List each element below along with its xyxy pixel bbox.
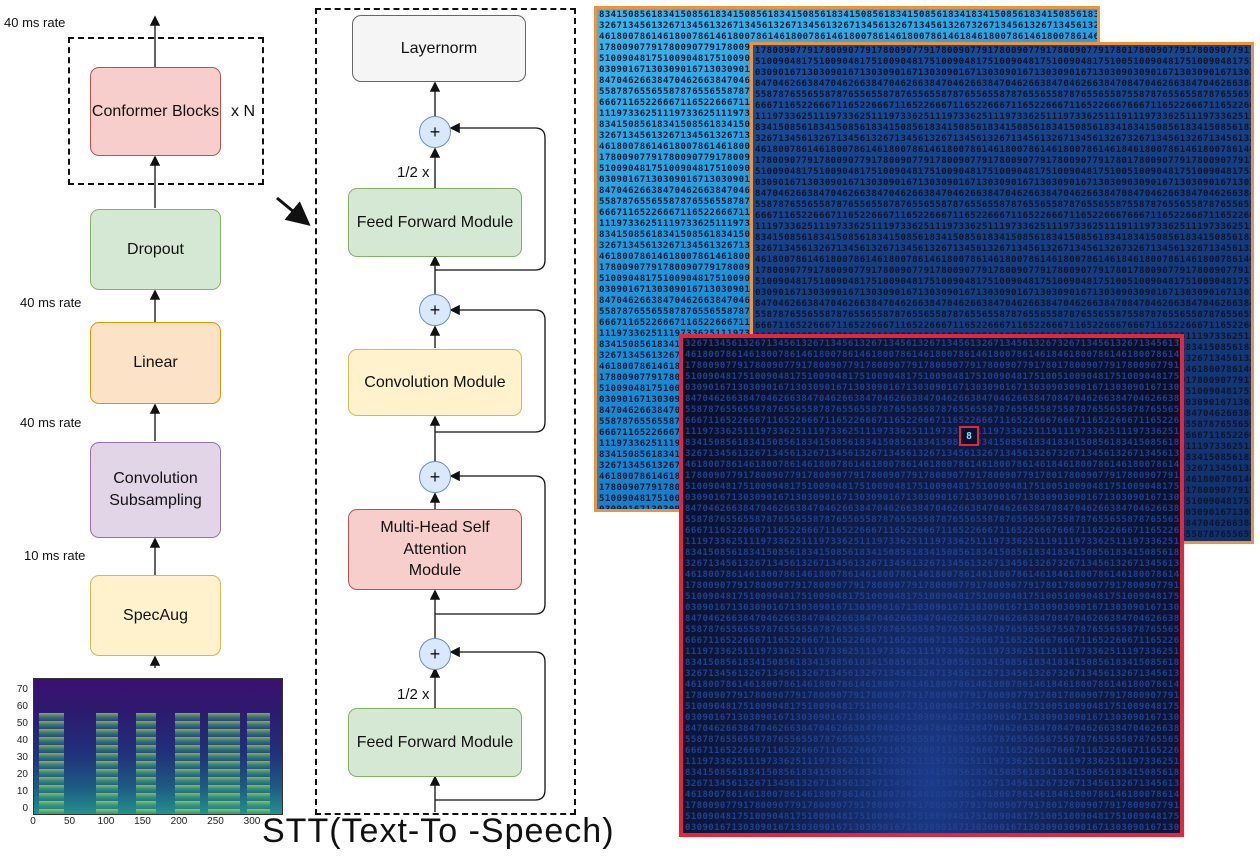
spectrogram-y-tick: 30: [16, 752, 28, 763]
residual-add-2: +: [419, 461, 451, 493]
spectrogram-y-tick: 70: [16, 684, 28, 695]
conformer-dashed-group: [68, 37, 264, 185]
half-scale-bottom-label: 1/2 x: [397, 686, 430, 703]
spectrogram-energy-band: [135, 712, 156, 814]
rate-label-subsampling: 10 ms rate: [24, 548, 86, 563]
spectrogram-energy-band: [96, 712, 119, 814]
spectrogram-x-tick: 50: [63, 816, 76, 827]
digit-panel-front-text: 3267134561326713456132671345613267134561…: [685, 339, 1180, 833]
conformer-blocks-box: Conformer Blocks: [90, 67, 221, 156]
spectrogram-y-tick: 20: [16, 769, 28, 780]
spectrogram-y-tick: 10: [16, 786, 28, 797]
spectrogram-x-tick: 300: [243, 816, 261, 827]
multi-head-self-attention-label: Multi-Head Self Attention Module: [380, 519, 490, 580]
spectrogram-energy-band: [38, 712, 64, 814]
highlight-digit-box: 8: [959, 426, 979, 446]
spectrogram-energy-band: [247, 712, 270, 814]
digit-panel-front: 3267134561326713456132671345613267134561…: [679, 334, 1184, 837]
spectrogram-x-tick: 150: [134, 816, 151, 827]
rate-label-linear: 40 ms rate: [20, 415, 82, 430]
spectrogram-y-tick: 0: [22, 803, 28, 814]
spectrogram-y-tick: 40: [16, 735, 28, 746]
feed-forward-top-box: Feed Forward Module: [348, 188, 522, 257]
residual-add-3: +: [419, 294, 451, 326]
spectrogram-x-tick: 200: [170, 816, 188, 827]
spectrogram-x-tick: 100: [97, 816, 115, 827]
spectrogram-y-tick: 50: [16, 718, 28, 729]
caption: STT(Text-To -Speech): [262, 812, 615, 850]
specaug-box: SpecAug: [90, 575, 221, 656]
convolution-subsampling-box: Convolution Subsampling: [90, 442, 221, 538]
multi-head-self-attention-box: Multi-Head Self Attention Module: [348, 509, 522, 590]
linear-box: Linear: [90, 322, 221, 404]
convolution-module-box: Convolution Module: [348, 349, 522, 416]
half-scale-top-label: 1/2 x: [397, 164, 430, 181]
spectrogram-x-tick: 0: [30, 816, 36, 827]
residual-add-4: +: [419, 116, 451, 148]
layernorm-box: Layernorm: [352, 15, 526, 82]
spectrogram-energy-band: [207, 712, 240, 814]
residual-add-1: +: [419, 638, 451, 670]
rate-label-dropout: 40 ms rate: [20, 295, 82, 310]
spectrogram-image: [33, 678, 283, 815]
highlight-digit: 8: [965, 430, 973, 442]
spectrogram-x-tick: 250: [207, 816, 224, 827]
conformer-detail-dashed-group: [315, 8, 576, 815]
spectrogram-y-tick: 60: [16, 701, 28, 712]
convolution-subsampling-label: Convolution Subsampling: [109, 470, 202, 509]
dropout-box: Dropout: [90, 209, 221, 290]
rate-label-top: 40 ms rate: [4, 15, 66, 30]
feed-forward-bottom-box: Feed Forward Module: [348, 708, 522, 777]
repeat-label: x N: [231, 103, 255, 120]
spectrogram-energy-band: [175, 712, 201, 814]
